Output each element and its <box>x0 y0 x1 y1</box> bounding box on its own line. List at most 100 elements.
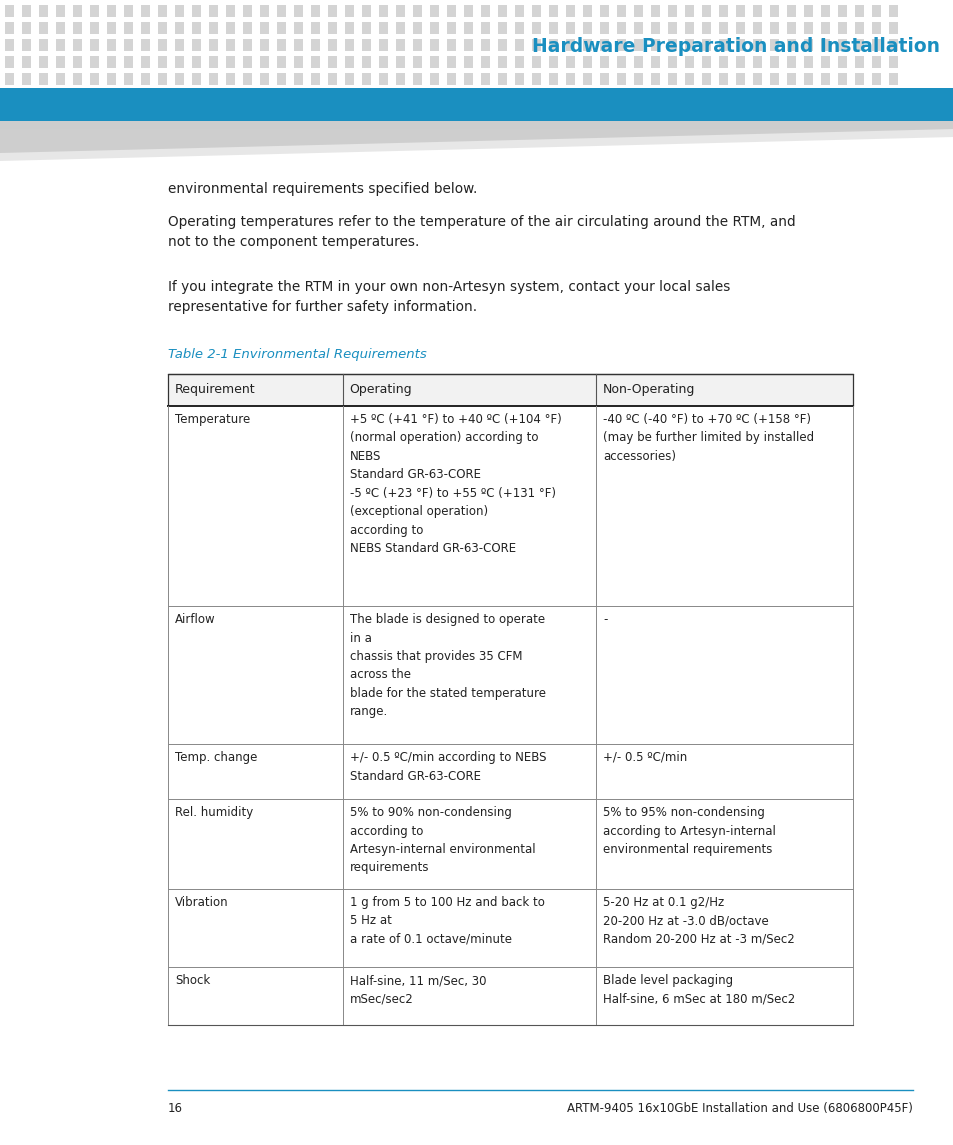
Bar <box>634 22 642 34</box>
Bar <box>22 5 30 17</box>
Bar <box>5 5 14 17</box>
Bar <box>328 56 336 68</box>
Bar <box>260 39 269 52</box>
Bar <box>192 73 201 85</box>
Bar <box>276 5 286 17</box>
Bar <box>345 73 354 85</box>
Bar <box>871 56 880 68</box>
Bar <box>548 39 558 52</box>
Bar <box>22 73 30 85</box>
Bar <box>497 73 506 85</box>
Bar <box>413 22 421 34</box>
Bar <box>73 39 82 52</box>
Bar <box>821 56 829 68</box>
Bar <box>497 56 506 68</box>
Bar <box>192 5 201 17</box>
Text: Table 2-1 Environmental Requirements: Table 2-1 Environmental Requirements <box>168 348 426 361</box>
Bar <box>769 73 779 85</box>
Text: environmental requirements specified below.: environmental requirements specified bel… <box>168 182 476 196</box>
Bar <box>582 5 592 17</box>
Bar <box>56 73 65 85</box>
Bar <box>617 22 625 34</box>
Text: 1 g from 5 to 100 Hz and back to
5 Hz at
a rate of 0.1 octave/minute: 1 g from 5 to 100 Hz and back to 5 Hz at… <box>350 897 544 946</box>
Bar <box>582 56 592 68</box>
Bar <box>634 73 642 85</box>
Text: 5-20 Hz at 0.1 g2/Hz
20-200 Hz at -3.0 dB/octave
Random 20-200 Hz at -3 m/Sec2: 5-20 Hz at 0.1 g2/Hz 20-200 Hz at -3.0 d… <box>602 897 794 946</box>
Bar <box>667 22 677 34</box>
Bar <box>39 73 48 85</box>
Bar <box>667 39 677 52</box>
Bar <box>701 22 710 34</box>
Bar <box>497 5 506 17</box>
Text: Temp. change: Temp. change <box>174 751 257 764</box>
Bar <box>565 5 575 17</box>
Bar <box>667 56 677 68</box>
Bar <box>395 22 405 34</box>
Bar <box>837 5 846 17</box>
Text: If you integrate the RTM in your own non-Artesyn system, contact your local sale: If you integrate the RTM in your own non… <box>168 281 730 314</box>
Bar <box>378 56 388 68</box>
Bar <box>311 73 319 85</box>
Bar <box>565 39 575 52</box>
Bar <box>719 56 727 68</box>
Bar <box>480 73 490 85</box>
Bar <box>226 22 234 34</box>
Bar <box>158 22 167 34</box>
Bar <box>276 73 286 85</box>
Bar <box>888 22 897 34</box>
Bar <box>345 22 354 34</box>
Bar <box>345 56 354 68</box>
Bar <box>141 39 150 52</box>
Bar <box>141 73 150 85</box>
Bar <box>90 56 99 68</box>
Bar <box>701 73 710 85</box>
Bar <box>532 39 540 52</box>
Bar <box>168 799 852 889</box>
Bar <box>634 39 642 52</box>
Bar <box>311 39 319 52</box>
Bar <box>803 56 812 68</box>
Bar <box>837 56 846 68</box>
Bar <box>752 5 761 17</box>
Bar <box>39 39 48 52</box>
Bar <box>141 56 150 68</box>
Bar <box>226 39 234 52</box>
Bar <box>5 73 14 85</box>
Bar <box>548 56 558 68</box>
Bar <box>413 5 421 17</box>
Bar <box>786 5 795 17</box>
Bar <box>463 5 473 17</box>
Bar <box>168 889 852 968</box>
Bar <box>719 73 727 85</box>
Bar <box>192 39 201 52</box>
Bar <box>752 22 761 34</box>
Bar <box>735 5 744 17</box>
Bar <box>599 22 608 34</box>
Bar <box>90 39 99 52</box>
Bar <box>447 56 456 68</box>
Bar <box>158 5 167 17</box>
Bar <box>39 5 48 17</box>
Bar <box>107 22 116 34</box>
Bar <box>769 39 779 52</box>
Text: Requirement: Requirement <box>174 384 255 396</box>
Bar <box>124 22 132 34</box>
Bar <box>532 56 540 68</box>
Text: Rel. humidity: Rel. humidity <box>174 806 253 819</box>
Bar <box>684 22 693 34</box>
Bar <box>650 39 659 52</box>
Bar <box>854 39 863 52</box>
Bar <box>599 5 608 17</box>
Bar <box>192 56 201 68</box>
Bar <box>786 73 795 85</box>
Bar <box>209 73 218 85</box>
Bar <box>769 5 779 17</box>
Bar <box>56 5 65 17</box>
Bar <box>395 39 405 52</box>
Bar <box>209 22 218 34</box>
Bar <box>90 73 99 85</box>
Bar <box>294 56 303 68</box>
Bar <box>430 39 438 52</box>
Bar <box>735 73 744 85</box>
Bar <box>854 56 863 68</box>
